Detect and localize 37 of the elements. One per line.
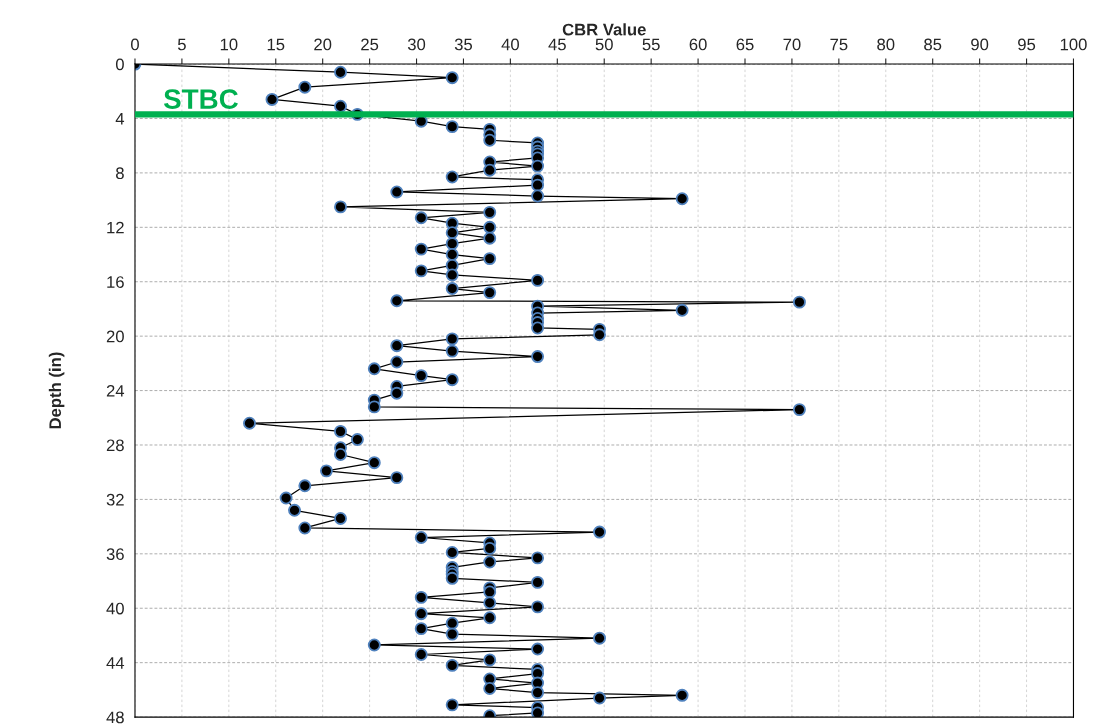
y-tick-label: 44 [106,657,125,669]
x-tick-label: 50 [595,38,613,51]
x-tick-label: 80 [877,38,895,51]
x-tick-label: 45 [548,38,566,51]
x-tick-label: 15 [267,38,285,51]
x-tick-label: 55 [642,38,660,51]
x-tick-label: 35 [454,38,473,51]
x-tick-label: 65 [736,38,754,51]
x-tick-label: 0 [131,38,139,51]
y-tick-label: 20 [106,330,124,343]
x-tick-label: 95 [1018,38,1036,51]
x-tick-label: 60 [689,38,707,51]
y-tick-label: 0 [115,58,124,71]
y-tick-label: 48 [106,711,124,724]
x-tick-label: 20 [314,38,332,51]
x-tick-label: 10 [220,38,238,51]
x-tick-label: 75 [830,38,848,51]
y-tick-label: 4 [115,113,125,125]
x-tick-label: 85 [924,38,942,51]
x-axis-title: CBR Value [562,23,646,36]
y-tick-label: 28 [106,439,124,452]
y-tick-label: 40 [106,602,124,615]
ref-line-label: STBC [163,89,238,109]
y-tick-label: 32 [106,493,124,506]
x-tick-label: 5 [177,38,186,51]
x-tick-label: 40 [501,38,519,51]
x-tick-label: 70 [783,38,801,51]
y-tick-label: 12 [107,221,124,234]
y-tick-label: 36 [106,548,124,561]
y-tick-label: 24 [106,384,125,397]
y-axis-title: Depth (in) [48,352,65,429]
y-tick-label: 8 [116,167,124,180]
x-tick-label: 25 [361,38,379,51]
x-tick-label: 100 [1060,38,1087,51]
y-tick-label: 16 [107,276,124,288]
x-tick-label: 90 [971,38,989,51]
x-tick-label: 30 [407,38,426,51]
